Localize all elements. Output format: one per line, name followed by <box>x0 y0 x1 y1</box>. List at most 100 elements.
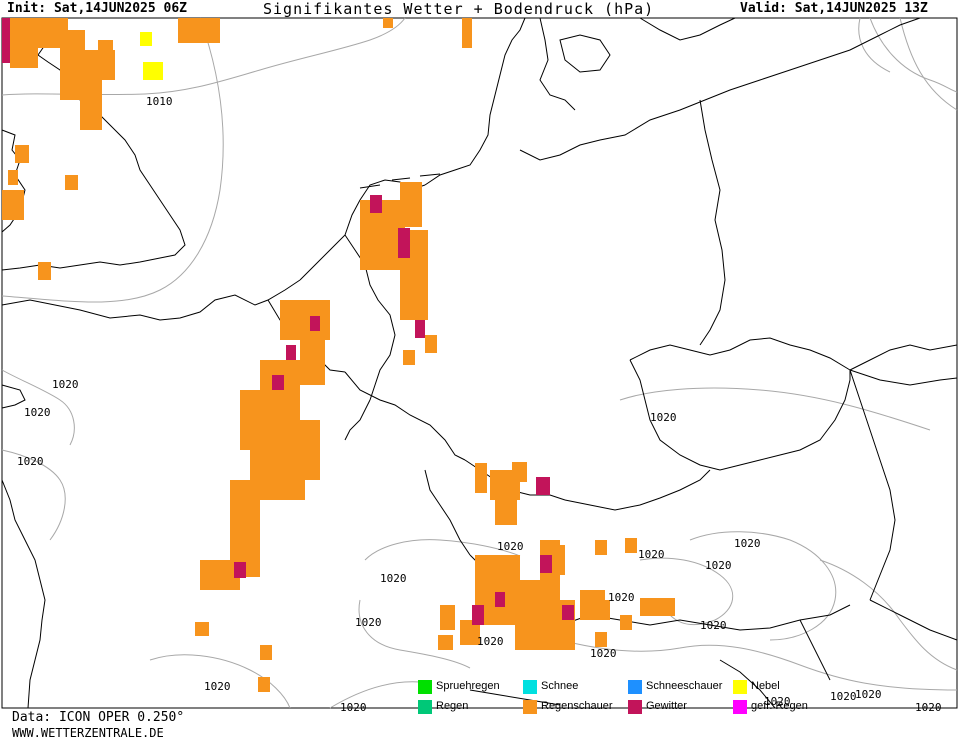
isobar-label: 1020 <box>497 540 524 553</box>
border-lux <box>344 399 371 441</box>
isobar-labels: 1010 1020 1020 1020 1020 1020 1020 1020 … <box>17 95 942 714</box>
website-url: WWW.WETTERZENTRALE.DE <box>12 726 164 740</box>
shower-cell <box>383 18 393 28</box>
shower-cell <box>500 605 520 625</box>
shower-cell <box>258 677 270 692</box>
legend-label: Nebel <box>751 680 780 692</box>
border-fr-ch <box>424 469 471 556</box>
coast-german-bight <box>424 17 526 186</box>
thunderstorm-cell <box>310 316 320 331</box>
fog-cell <box>143 62 163 80</box>
isobar-label: 1020 <box>380 572 407 585</box>
coast-brittany <box>1 384 26 409</box>
data-source: Data: ICON OPER 0.250° <box>12 710 185 725</box>
shower-cell <box>475 463 487 493</box>
isobar-central <box>619 387 931 431</box>
border-at-hu <box>849 369 896 601</box>
border-hu-hr <box>869 599 958 641</box>
isobar-north-sea <box>1 17 224 303</box>
map-title: Signifikantes Wetter + Bodendruck (hPa) <box>263 0 655 18</box>
thunderstorm-cell <box>234 562 246 578</box>
shower-cell <box>438 635 453 650</box>
shower-cell <box>200 560 240 590</box>
isobar-alps-2 <box>358 599 471 669</box>
shower-cell <box>65 175 78 190</box>
shower-cell <box>555 545 565 575</box>
border-pl-cz <box>849 344 958 371</box>
isobar-label: 1020 <box>590 647 617 660</box>
shower-cell <box>512 462 527 482</box>
isobar-label: 1020 <box>17 455 44 468</box>
isobar-south-2 <box>329 681 421 709</box>
isobar-label: 1020 <box>204 680 231 693</box>
isobar-alps-4 <box>689 531 837 641</box>
legend-label: Regen <box>436 700 469 712</box>
isobar-se <box>819 559 958 671</box>
coast-med-south <box>469 689 561 706</box>
isobar-alps-3 <box>639 557 734 626</box>
coast-jutland-east <box>539 17 576 111</box>
shower-cell <box>98 40 113 55</box>
border-de-at <box>564 469 711 511</box>
isobar-label: 1020 <box>608 591 635 604</box>
thunderstorm-cell <box>540 555 552 573</box>
thunderstorm-cell <box>495 592 505 607</box>
shower-cell <box>640 598 675 616</box>
legend-label: Gewitter <box>646 700 687 712</box>
shower-cell <box>620 615 632 630</box>
isobar-label: 1020 <box>52 378 79 391</box>
legend-swatch <box>628 680 642 694</box>
isobar-label: 1020 <box>477 635 504 648</box>
shower-cell <box>195 622 209 636</box>
coast-adriatic <box>719 659 776 709</box>
legend-label: gefr. Regen <box>751 700 808 712</box>
coast-france-north <box>1 279 301 321</box>
borders <box>267 99 958 681</box>
border-fr-de <box>344 371 466 461</box>
isobar-west-2 <box>1 449 66 541</box>
border-cz-south <box>629 359 851 471</box>
legend-label: Spruehregen <box>436 680 500 692</box>
coast-britain-north <box>1 27 186 271</box>
isobar-label: 1020 <box>915 701 942 714</box>
isobar-label: 1020 <box>855 688 882 701</box>
border-it-sl <box>799 619 831 681</box>
border-at-south <box>589 604 851 631</box>
legend-swatch <box>418 700 432 714</box>
thunderstorm-cell <box>536 477 550 495</box>
legend-swatch <box>733 700 747 714</box>
isobar-baltic-2 <box>858 17 891 73</box>
thunderstorm-cell <box>272 375 284 390</box>
legend-label: Regenschauer <box>541 700 613 712</box>
legend-label: Schneeschauer <box>646 680 723 692</box>
isobar-label: 1010 <box>146 95 173 108</box>
legend-swatch <box>733 680 747 694</box>
legend-swatch <box>523 700 537 714</box>
shower-cell <box>260 645 272 660</box>
shower-cell <box>407 287 419 307</box>
shower-cell <box>403 350 415 365</box>
isobar-west-1 <box>1 369 75 446</box>
legend-swatch <box>418 680 432 694</box>
shower-cell <box>8 170 18 185</box>
thunderstorm-cell <box>370 195 382 213</box>
isobar-label: 1020 <box>355 616 382 629</box>
fog-cell <box>140 32 152 46</box>
isobar-label: 1020 <box>734 537 761 550</box>
isobar-label: 1020 <box>705 559 732 572</box>
shower-cell <box>255 470 305 500</box>
legend-swatch <box>628 700 642 714</box>
shower-cell <box>440 605 455 630</box>
coast-biscay <box>1 479 46 709</box>
shower-cell <box>462 18 472 48</box>
border-sk-hu <box>849 369 958 386</box>
border-de-pl <box>699 99 726 346</box>
shower-cell <box>15 145 29 163</box>
coast-islands <box>359 173 441 189</box>
isobar-label: 1020 <box>638 548 665 561</box>
coast-baltic-german <box>519 17 921 161</box>
isobar-label: 1020 <box>340 701 367 714</box>
shower-cell <box>80 80 102 130</box>
border-de-cz <box>629 337 851 371</box>
